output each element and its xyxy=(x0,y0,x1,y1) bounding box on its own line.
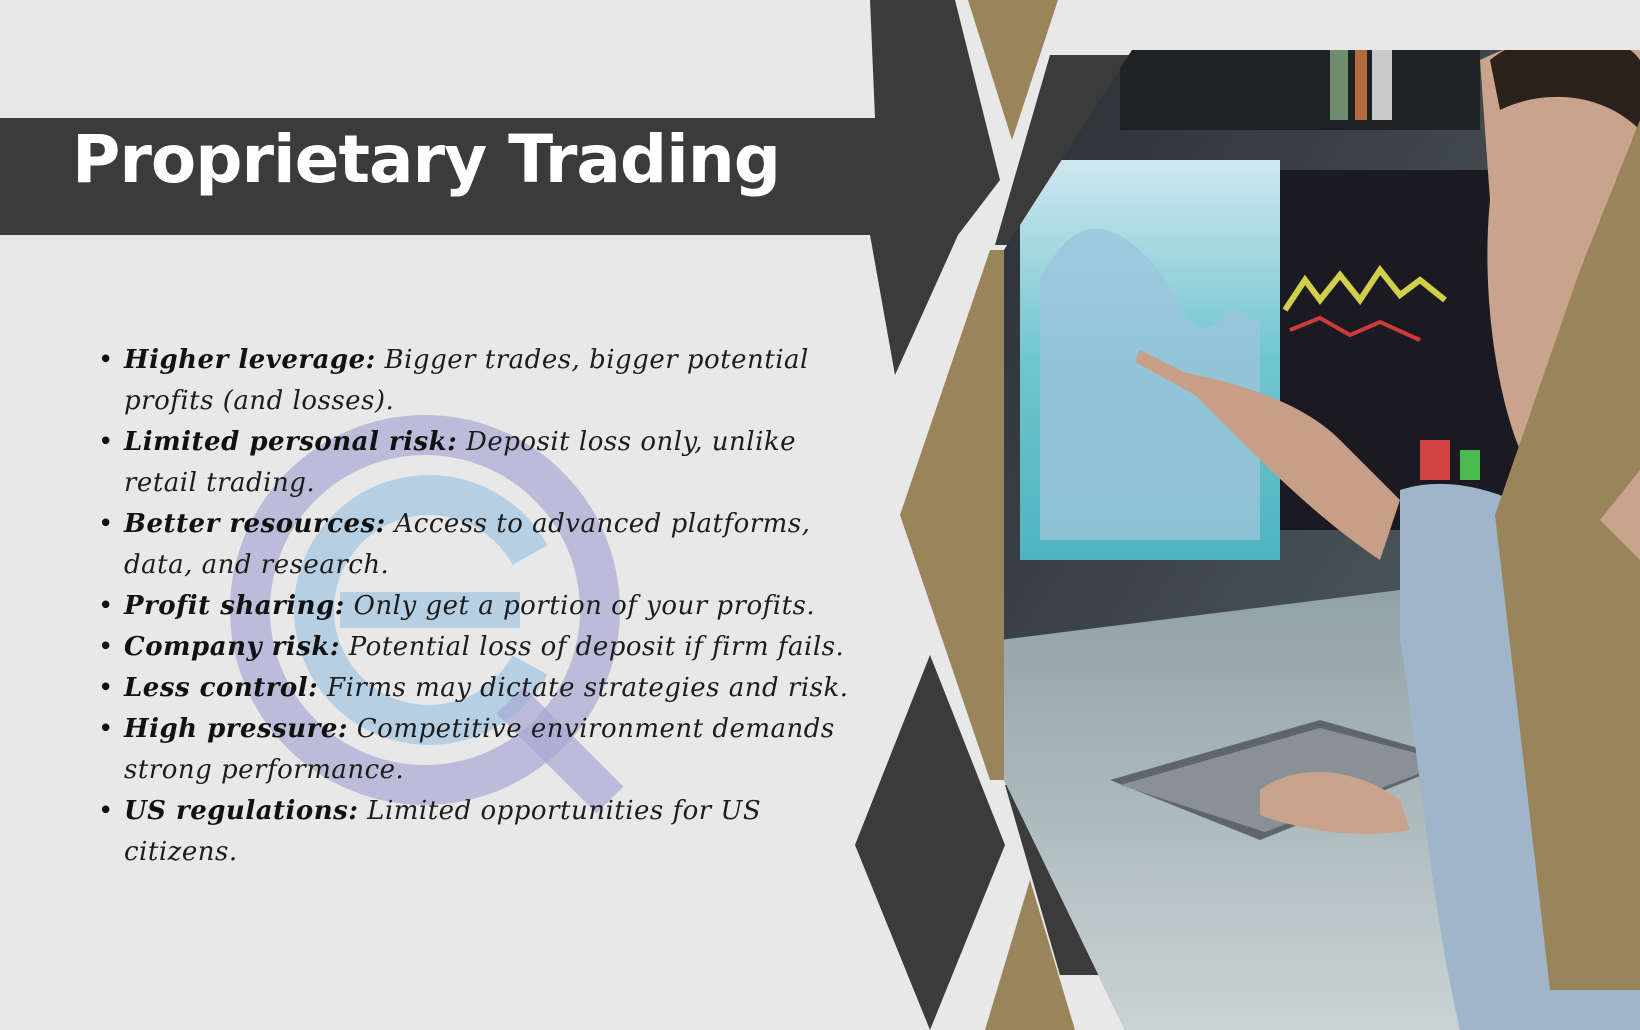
bullet-text: Competitive environment demands strong p… xyxy=(124,714,835,785)
bullet-text: Bigger trades, bigger potential profits … xyxy=(124,345,809,416)
bullet-text: Deposit loss only, unlike retail trading… xyxy=(124,427,797,498)
bullet-text: Firms may dictate strategies and risk. xyxy=(318,673,849,703)
gold-bottom-triangle xyxy=(985,880,1075,1030)
list-item: US regulations: Limited opportunities fo… xyxy=(98,791,864,873)
bullet-text: Only get a portion of your profits. xyxy=(344,591,816,621)
bullet-text: Access to advanced platforms, data, and … xyxy=(124,509,811,580)
bullet-term: Less control: xyxy=(124,673,319,703)
list-item: Less control: Firms may dictate strategi… xyxy=(98,668,864,709)
bullet-list: Higher leverage: Bigger trades, bigger p… xyxy=(98,340,864,873)
bullet-term: Better resources: xyxy=(124,509,386,539)
list-item: Limited personal risk: Deposit loss only… xyxy=(98,422,864,504)
bullet-term: US regulations: xyxy=(124,796,359,826)
bullet-text: Potential loss of deposit if firm fails. xyxy=(339,632,845,662)
gold-right-chevron xyxy=(1495,120,1640,990)
dark-diamond xyxy=(855,655,1005,1030)
banner-arrow-lower xyxy=(870,235,958,375)
title-banner xyxy=(0,0,1000,235)
gold-chevron-left xyxy=(900,250,1075,780)
gold-top-triangle xyxy=(968,0,1058,140)
list-item: Better resources: Access to advanced pla… xyxy=(98,504,864,586)
list-item: High pressure: Competitive environment d… xyxy=(98,709,864,791)
slide-title: Proprietary Trading xyxy=(72,121,781,198)
bullet-term: Limited personal risk: xyxy=(124,427,458,457)
bullet-text: Limited opportunities for US citizens. xyxy=(124,796,762,867)
list-item: Higher leverage: Bigger trades, bigger p… xyxy=(98,340,864,422)
list-item: Profit sharing: Only get a portion of yo… xyxy=(98,586,864,627)
bullet-term: Profit sharing: xyxy=(124,591,345,621)
bullet-term: High pressure: xyxy=(124,714,349,744)
list-item: Company risk: Potential loss of deposit … xyxy=(98,627,864,668)
bullet-term: Higher leverage: xyxy=(124,345,376,375)
bullet-term: Company risk: xyxy=(124,632,340,662)
